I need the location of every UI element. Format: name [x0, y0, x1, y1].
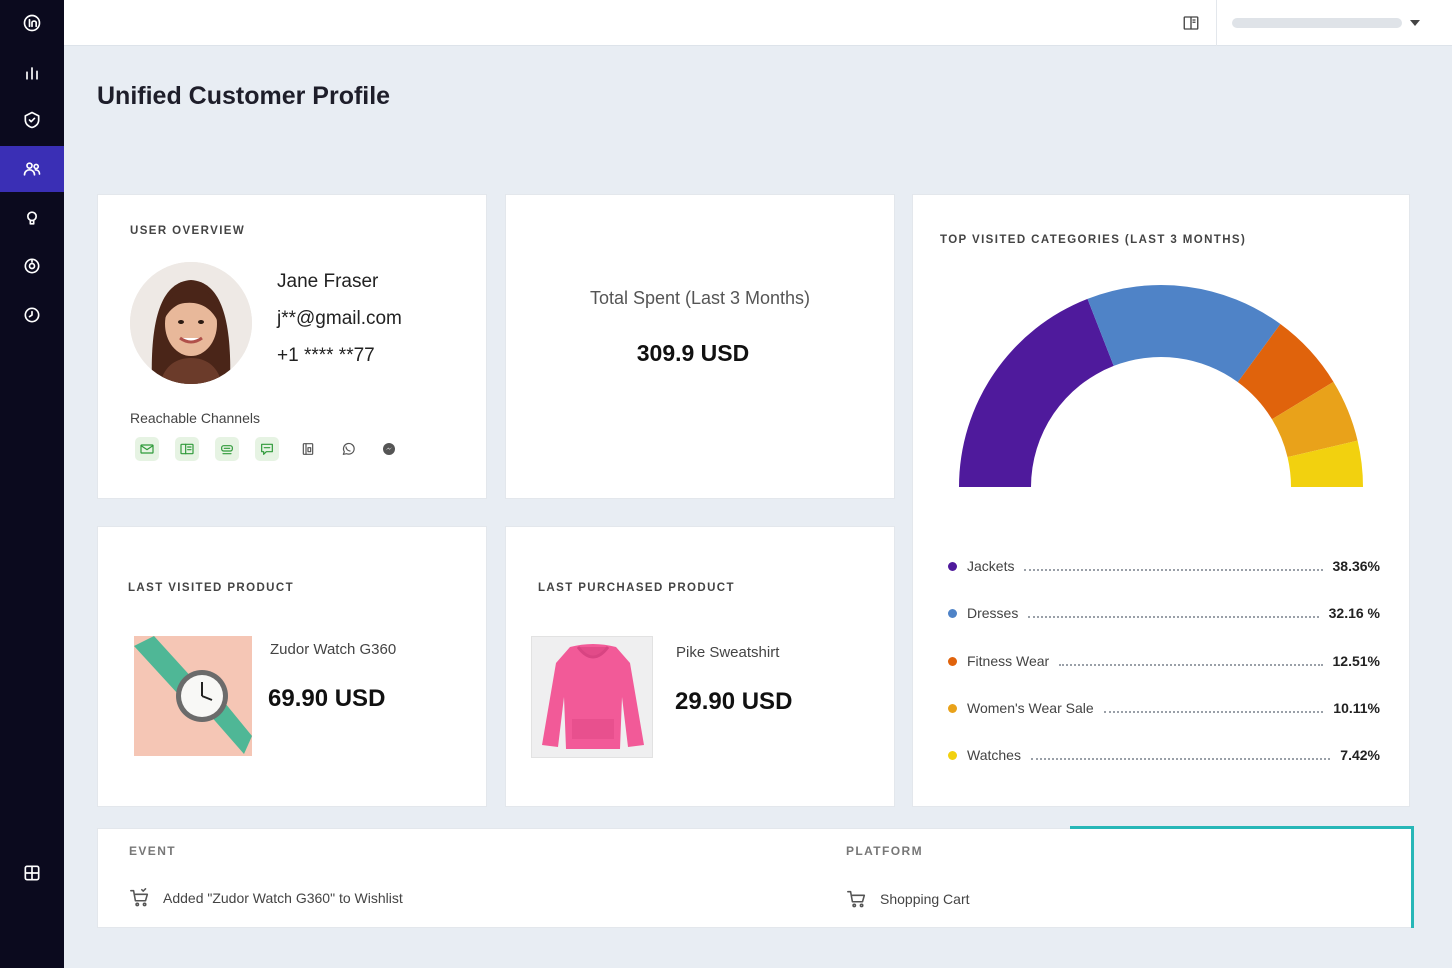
legend-leader [1059, 664, 1323, 666]
legend-item: Dresses 32.16 % [948, 603, 1380, 623]
last-purchased-price: 29.90 USD [675, 688, 793, 715]
chart-slice-fitness-wear[interactable] [1237, 324, 1334, 420]
analytics-icon[interactable] [0, 50, 64, 96]
sweatshirt-thumbnail[interactable] [531, 636, 653, 758]
chart-title: TOP VISITED CATEGORIES (LAST 3 MONTHS) [940, 234, 1247, 246]
legend-dot [948, 656, 957, 666]
sms-icon[interactable] [215, 437, 239, 461]
legend-dot [948, 608, 957, 618]
logo-icon[interactable] [0, 0, 64, 46]
legend-label: Women's Wear Sale [967, 700, 1094, 716]
chart-slice-watches[interactable] [1287, 440, 1363, 487]
total-spent-label: Total Spent (Last 3 Months) [589, 288, 811, 308]
sidebar [0, 0, 64, 968]
last-purchased-label: LAST PURCHASED PRODUCT [538, 582, 735, 594]
legend-item: Watches 7.42% [948, 745, 1380, 765]
legend-value: 32.16 % [1328, 605, 1380, 621]
messenger-icon[interactable] [377, 437, 401, 461]
split-view-icon [1183, 16, 1199, 30]
chart-slice-jackets[interactable] [959, 298, 1114, 487]
legend-value: 10.11% [1333, 700, 1380, 716]
chart-slice-dresses[interactable] [1087, 285, 1281, 383]
chevron-down-icon [1410, 20, 1420, 26]
layout-toggle-button[interactable] [1180, 12, 1202, 34]
legend-leader [1103, 711, 1324, 713]
last-visited-price: 69.90 USD [268, 685, 386, 712]
user-email: j**@gmail.com [277, 308, 402, 329]
history-icon[interactable] [0, 292, 64, 338]
legend-dot [948, 703, 957, 713]
account-selector[interactable] [1232, 14, 1422, 32]
event-text: Added "Zudor Watch G360" to Wishlist [163, 890, 403, 906]
topbar-divider [1216, 0, 1217, 46]
wishlist-cart-icon [130, 888, 149, 907]
legend-leader [1028, 616, 1319, 618]
platform-text: Shopping Cart [880, 891, 970, 907]
user-phone: +1 **** **77 [277, 345, 375, 366]
web-push-icon[interactable] [175, 437, 199, 461]
legend-dot [948, 750, 957, 760]
event-column-header: EVENT [129, 844, 177, 858]
categories-semi-donut-chart [959, 285, 1363, 487]
event-table [97, 828, 1413, 928]
users-icon[interactable] [0, 146, 64, 192]
avatar [130, 262, 252, 384]
shopping-cart-icon [847, 890, 866, 908]
account-selector-placeholder [1232, 18, 1402, 28]
last-visited-label: LAST VISITED PRODUCT [128, 582, 295, 594]
legend-value: 7.42% [1340, 747, 1380, 763]
last-purchased-name[interactable]: Pike Sweatshirt [676, 644, 780, 661]
table-row[interactable]: Added "Zudor Watch G360" to Wishlist [129, 887, 403, 909]
total-spent-card [505, 194, 895, 499]
legend-label: Watches [967, 747, 1021, 763]
platform-cell: Shopping Cart [846, 888, 970, 910]
lightbulb-icon[interactable] [0, 195, 64, 241]
table-highlight-outline [1070, 826, 1414, 928]
shield-icon[interactable] [0, 97, 64, 143]
top-bar [64, 0, 1452, 46]
watch-thumbnail[interactable] [134, 636, 252, 756]
whatsapp-icon[interactable] [336, 437, 360, 461]
user-overview-label: USER OVERVIEW [130, 225, 246, 237]
legend-label: Dresses [967, 605, 1019, 621]
target-icon[interactable] [0, 243, 64, 289]
legend-leader [1030, 758, 1331, 760]
reachable-channels-label: Reachable Channels [130, 410, 260, 426]
platform-column-header: PLATFORM [846, 844, 923, 858]
last-visited-card [97, 526, 487, 807]
legend-dot [948, 561, 957, 571]
total-spent-value: 309.9 USD [636, 340, 750, 366]
chart-slice-women-s-wear-sale[interactable] [1271, 381, 1358, 458]
in-app-icon[interactable] [255, 437, 279, 461]
apps-grid-icon[interactable] [0, 850, 64, 896]
user-name: Jane Fraser [277, 271, 379, 292]
page-title: Unified Customer Profile [97, 82, 391, 110]
legend-leader [1024, 569, 1323, 571]
legend-item: Women's Wear Sale 10.11% [948, 698, 1380, 718]
legend-label: Fitness Wear [967, 653, 1050, 669]
last-visited-name[interactable]: Zudor Watch G360 [270, 641, 397, 658]
legend-value: 38.36% [1332, 558, 1380, 574]
legend-item: Jackets 38.36% [948, 556, 1380, 576]
legend-value: 12.51% [1332, 653, 1380, 669]
email-icon[interactable] [135, 437, 159, 461]
legend-item: Fitness Wear 12.51% [948, 651, 1380, 671]
app-inbox-icon[interactable] [296, 437, 320, 461]
legend-label: Jackets [967, 558, 1015, 574]
